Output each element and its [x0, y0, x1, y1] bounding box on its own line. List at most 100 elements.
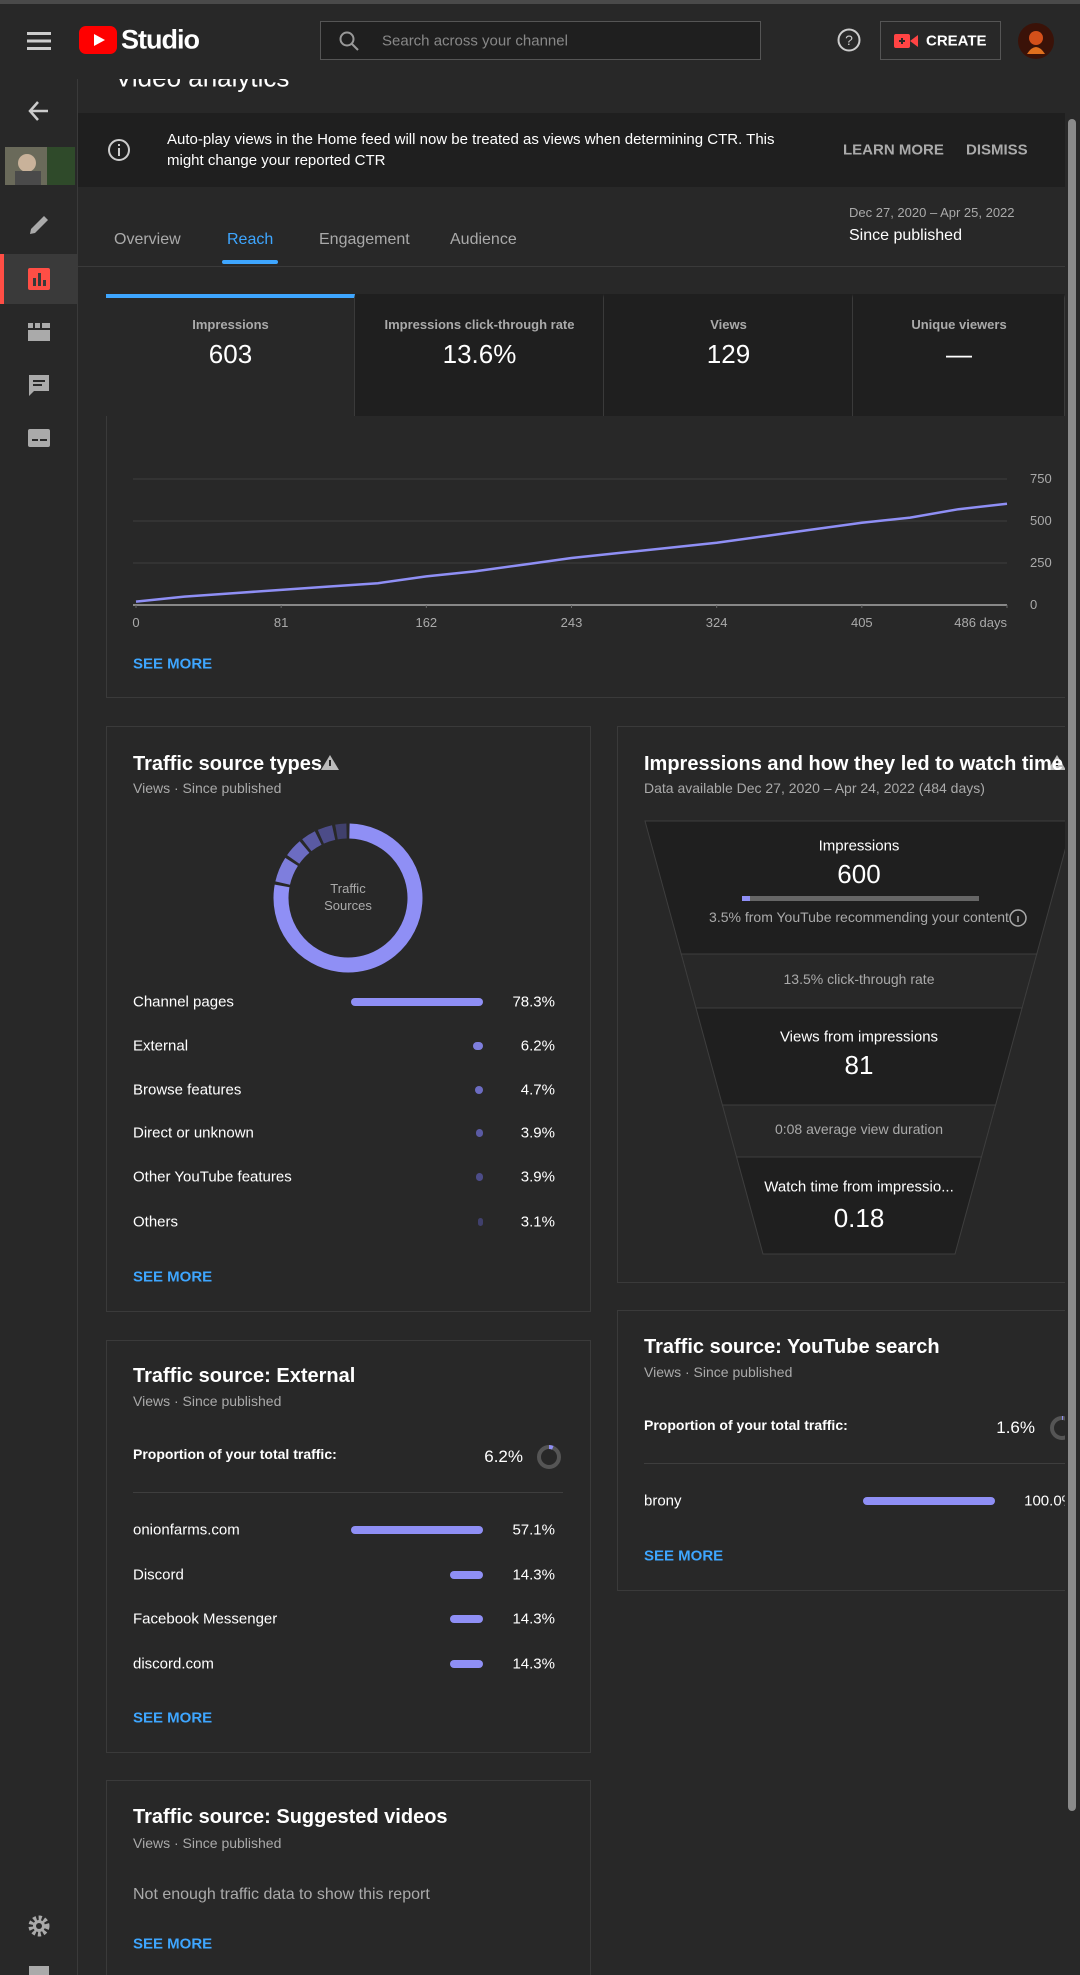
tab[interactable]: Reach: [227, 230, 274, 248]
info-icon: [108, 139, 130, 161]
row-value: 3.9%: [520, 1168, 555, 1186]
help-icon[interactable]: ?: [836, 27, 862, 53]
see-more[interactable]: SEE MORE: [644, 1547, 724, 1565]
analytics-nav-active[interactable]: [0, 254, 77, 304]
feedback-icon[interactable]: [26, 1963, 52, 1975]
tab[interactable]: Audience: [450, 230, 517, 248]
video-thumbnail[interactable]: [5, 147, 75, 185]
see-more[interactable]: SEE MORE: [133, 655, 213, 673]
metric-value: 129: [706, 338, 751, 369]
funnel-note: 0:08 average view duration: [774, 1121, 944, 1138]
row-value: 14.3%: [512, 1655, 555, 1672]
see-more[interactable]: SEE MORE: [133, 1268, 213, 1286]
row-label: Facebook Messenger: [133, 1610, 278, 1628]
card-subtitle: Data available Dec 27, 2020 – Apr 24, 20…: [644, 780, 985, 797]
create-icon: [894, 34, 918, 48]
card-subtitle: Views · Since published: [133, 1835, 282, 1852]
card-subtitle: Views · Since published: [644, 1364, 793, 1381]
traffic-types-card: [106, 726, 591, 1312]
proportion-value: 6.2%: [484, 1447, 523, 1467]
x-tick-label: 486 days: [954, 614, 1007, 630]
donut-label: Traffic Sources: [324, 881, 372, 913]
progress-track: [742, 896, 979, 901]
tab-divider: [78, 266, 1068, 267]
bar: [449, 1615, 483, 1623]
banner-text: Auto-play views in the Home feed will no…: [167, 131, 775, 169]
row-value: 14.3%: [512, 1566, 555, 1583]
menu-icon[interactable]: [27, 31, 53, 51]
donut-segment: [287, 841, 310, 864]
tab[interactable]: Overview: [114, 230, 181, 248]
details-icon[interactable]: [26, 212, 52, 238]
row-value: 14.3%: [512, 1610, 555, 1628]
funnel-label: Impressions: [818, 837, 900, 855]
donut-segment: [302, 831, 322, 852]
settings-icon[interactable]: [26, 1913, 52, 1939]
create-label: CREATE: [926, 32, 987, 50]
logo-text[interactable]: Studio: [121, 24, 200, 55]
bar: [476, 1129, 483, 1137]
row-label: Direct or unknown: [133, 1124, 254, 1142]
youtube-search-card: [617, 1310, 1080, 1591]
funnel-value: 81: [844, 1049, 874, 1080]
date-range: Dec 27, 2020 – Apr 25, 2022: [849, 204, 1015, 220]
row-label: Other YouTube features: [133, 1168, 292, 1186]
row-label: Discord: [133, 1566, 184, 1583]
ring-fill: [548, 1445, 554, 1450]
x-tick-label: 243: [560, 614, 583, 630]
dismiss[interactable]: DISMISS: [966, 141, 1028, 159]
row-value: 3.9%: [520, 1124, 555, 1142]
funnel-note: 3.5% from YouTube recommending your cont…: [709, 909, 1009, 926]
card-title: Traffic source types: [133, 753, 322, 775]
subtitles-icon[interactable]: [26, 425, 52, 451]
bar: [472, 1042, 483, 1050]
card-title: Traffic source: Suggested videos: [133, 1806, 448, 1828]
back-icon[interactable]: [26, 98, 52, 124]
row-label: brony: [644, 1492, 682, 1510]
progress-fill: [742, 896, 751, 901]
y-tick-label: 750: [1030, 470, 1052, 486]
create-button[interactable]: CREATE: [880, 21, 1001, 60]
bar: [351, 998, 483, 1006]
row-value: 78.3%: [512, 993, 555, 1011]
x-tick-label: 81: [273, 614, 289, 630]
suggested-card: [106, 1780, 591, 1975]
comments-icon[interactable]: [26, 372, 52, 398]
top-bar: Studio Search across your channel ? CREA…: [0, 0, 1080, 79]
row-value: 3.1%: [520, 1213, 555, 1231]
scrollbar-thumb[interactable]: [1068, 119, 1076, 1811]
logo-icon[interactable]: [79, 26, 117, 54]
external-card: [106, 1340, 591, 1753]
metric-label: Impressions click-through rate: [384, 316, 575, 332]
search-box[interactable]: Search across your channel: [320, 21, 761, 60]
x-tick-label: 162: [415, 614, 438, 630]
bar: [449, 1659, 483, 1668]
row-label: onionfarms.com: [133, 1521, 240, 1539]
proportion-label: Proportion of your total traffic:: [133, 1446, 337, 1463]
donut-segment: [273, 823, 423, 973]
see-more[interactable]: SEE MORE: [133, 1709, 213, 1727]
funnel-value: 0.18: [833, 1202, 885, 1233]
avatar[interactable]: [1017, 22, 1055, 60]
card-title: Traffic source: YouTube search: [644, 1336, 940, 1358]
x-tick-label: 405: [850, 614, 873, 630]
info-icon: [1009, 909, 1027, 927]
bar: [351, 1526, 483, 1534]
warning-mark: [1056, 760, 1058, 766]
metric-value: —: [946, 338, 972, 369]
metric-card: [106, 294, 355, 416]
see-more[interactable]: SEE MORE: [133, 1935, 213, 1953]
row-value: 57.1%: [512, 1521, 555, 1539]
learn-more[interactable]: LEARN MORE: [843, 141, 944, 159]
row-value: 4.7%: [520, 1081, 555, 1099]
editor-icon[interactable]: [26, 319, 52, 345]
donut-segment: [275, 857, 299, 886]
sidebar: [0, 79, 78, 1975]
line-series: [135, 502, 1008, 603]
funnel-band: [735, 1156, 983, 1255]
y-tick-label: 500: [1030, 512, 1052, 528]
row-label: Channel pages: [133, 993, 234, 1011]
tab[interactable]: Engagement: [319, 230, 410, 248]
